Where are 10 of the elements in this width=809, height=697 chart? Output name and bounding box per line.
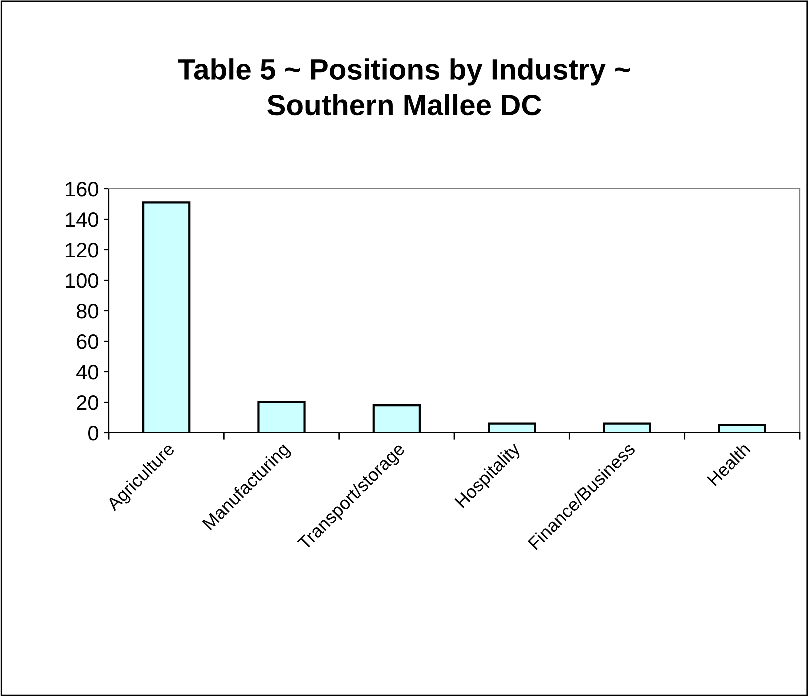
- y-tick-label: 60: [77, 334, 98, 350]
- y-tick-label: 80: [77, 304, 98, 319]
- y-tick-label: 160: [66, 182, 98, 197]
- chart-title: Table 5 ~ Positions by Industry ~ Southern Mallee DC: [178, 58, 630, 116]
- y-tick-label: 100: [66, 274, 98, 288]
- y-tick-label: 140: [66, 212, 98, 228]
- y-tick-label: 0: [88, 426, 98, 441]
- y-tick-label: 20: [77, 396, 98, 410]
- y-tick-label: 120: [66, 243, 98, 258]
- y-tick-label: 40: [76, 365, 98, 380]
